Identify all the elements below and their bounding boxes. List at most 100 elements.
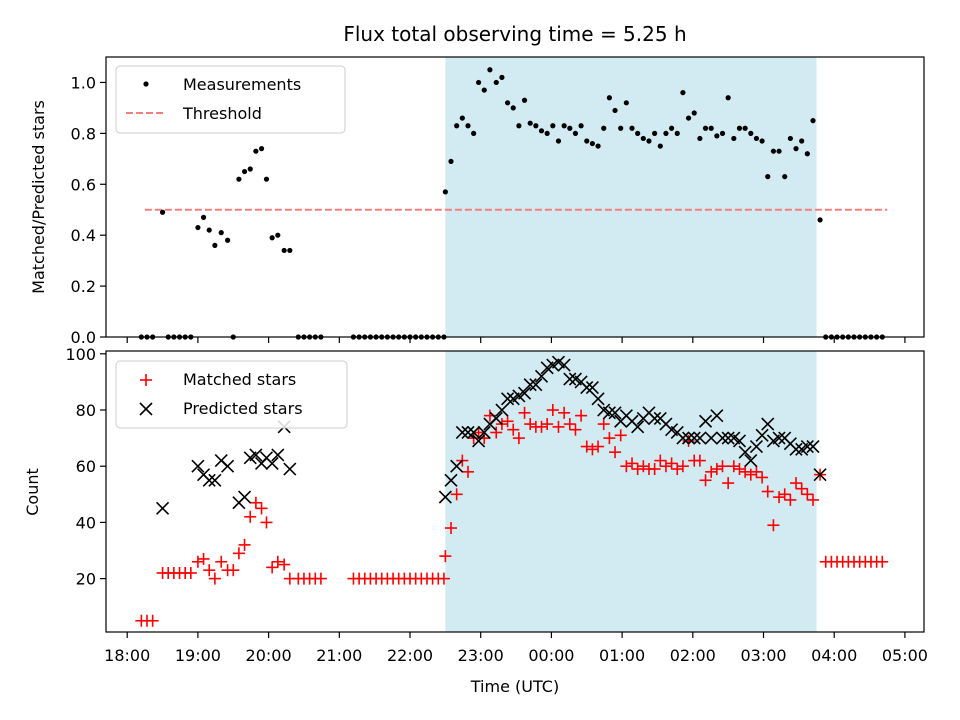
measurement-point [782, 174, 788, 180]
predicted-star-point [495, 403, 509, 417]
matched-star-point [439, 550, 452, 563]
measurement-point [714, 133, 720, 139]
legend-matched-label: Matched stars [183, 370, 296, 389]
predicted-star-point [271, 448, 285, 462]
measurement-point [793, 146, 799, 152]
measurement-point [263, 176, 270, 182]
x-tick-label: 21:00 [316, 646, 362, 665]
predicted-star-point [585, 380, 599, 395]
matched-star-point [203, 564, 216, 577]
x-tick-label: 22:00 [387, 646, 433, 665]
measurement-point [776, 148, 782, 154]
matched-star-point [580, 440, 593, 453]
matched-star-point [722, 477, 735, 490]
matched-star-point [266, 561, 279, 574]
matched-star-point [614, 429, 627, 442]
matched-star-point [227, 564, 240, 577]
measurement-point [663, 130, 669, 136]
measurement-point [578, 123, 584, 129]
matched-star-point [761, 485, 774, 498]
x-tick-label: 03:00 [740, 646, 786, 665]
matched-star-point [314, 572, 327, 585]
x-tick-label: 05:00 [882, 646, 928, 665]
x-tick-label: 02:00 [670, 646, 716, 665]
measurement-point [225, 237, 231, 243]
predicted-star-point [477, 425, 491, 440]
matched-star-point [648, 463, 661, 476]
measurement-point [697, 135, 703, 142]
measurement-point [499, 74, 505, 80]
predicted-star-point [591, 392, 605, 406]
matched-star-point [778, 488, 791, 501]
measurement-point [206, 227, 212, 233]
ratio-legend: Measurements Threshold [115, 65, 346, 134]
measurement-point [459, 115, 465, 121]
measurement-point [748, 130, 754, 136]
matched-star-point [146, 614, 159, 627]
matched-star-point [654, 454, 667, 467]
x-tick-label: 20:00 [246, 646, 292, 665]
x-tick-label: 00:00 [528, 646, 574, 665]
measurement-point [253, 148, 259, 154]
matched-star-point [271, 555, 284, 568]
measurement-point [702, 125, 709, 131]
matched-star-point [535, 420, 548, 433]
matched-star-point [563, 418, 576, 431]
matched-star-point [620, 460, 633, 473]
ratio-panel-frame [105, 56, 925, 338]
count-legend: Matched stars Predicted stars [115, 360, 348, 429]
predicted-star-point [467, 425, 481, 440]
measurement-point [606, 95, 612, 101]
predicted-star-point [744, 454, 758, 468]
measurement-point [595, 143, 601, 149]
y-tick-label: 60 [76, 457, 96, 476]
predicted-star-point [682, 431, 696, 445]
predicted-star-point [489, 411, 503, 426]
predicted-star-point [772, 431, 786, 445]
matched-star-point [541, 418, 554, 431]
matched-star-point [244, 510, 257, 523]
measurement-point [241, 168, 248, 175]
predicted-star-point [283, 462, 297, 476]
predicted-star-point [710, 409, 724, 423]
count-panel-marks [135, 355, 889, 627]
matched-star-point [767, 519, 780, 532]
measurement-point [770, 148, 777, 154]
matched-star-point [626, 457, 639, 470]
measurement-point [657, 143, 663, 149]
ratio-panel-ticks: 0.0 0.2 0.4 0.6 0.8 1.0 [71, 73, 906, 347]
matched-star-point [671, 463, 684, 476]
matched-star-point [558, 406, 571, 419]
measurement-point [618, 125, 624, 131]
predicted-star-point [648, 411, 662, 426]
count-y-axis-label: Count [23, 468, 42, 516]
matched-star-point [255, 502, 268, 515]
predicted-star-point [472, 434, 486, 448]
predicted-star-point [738, 445, 752, 459]
measurement-point [804, 151, 810, 157]
predicted-star-point [529, 378, 543, 392]
matched-star-point [191, 555, 204, 568]
matched-star-point [727, 460, 740, 473]
measurement-point [504, 100, 511, 106]
matched-star-point [682, 434, 695, 447]
matched-star-point [575, 409, 588, 422]
predicted-star-point [693, 431, 707, 445]
predicted-star-point [715, 431, 730, 445]
legend-matched-marker [140, 374, 152, 386]
matched-star-point [876, 555, 889, 568]
measurement-point [471, 130, 477, 136]
x-tick-label: 04:00 [811, 646, 857, 665]
predicted-star-point [789, 442, 803, 456]
matched-star-point [437, 572, 450, 585]
measurement-point [731, 135, 737, 142]
predicted-star-point [813, 468, 827, 482]
matched-star-point [773, 491, 786, 504]
count-panel-frame [105, 350, 925, 633]
predicted-star-point [534, 369, 549, 383]
matched-star-point [637, 460, 650, 473]
measurement-point [753, 135, 760, 142]
count-legend-box [115, 360, 348, 429]
predicted-star-point [631, 420, 645, 434]
matched-star-point [478, 432, 491, 445]
